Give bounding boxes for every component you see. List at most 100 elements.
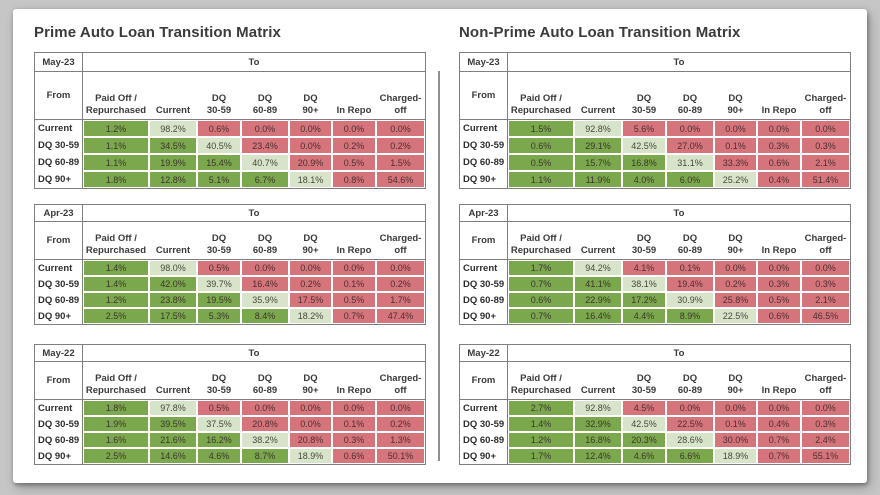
matrix-cell: 0.3% <box>758 277 800 291</box>
matrix-cell: 98.0% <box>150 261 196 275</box>
matrix-cell: 12.8% <box>150 172 196 187</box>
matrix-cell: 51.4% <box>802 172 849 187</box>
column-header: DQ 60-89 <box>241 222 289 260</box>
column-header-line: DQ <box>728 93 743 104</box>
row-label: DQ 90+ <box>35 171 83 188</box>
period-label: May-22 <box>35 345 83 362</box>
matrix-cell: 0.3% <box>333 433 375 447</box>
matrix-cell: 0.0% <box>715 401 756 415</box>
column-header-line: off <box>394 104 407 116</box>
matrix-cell: 15.7% <box>575 155 621 170</box>
column-header-line: 60-89 <box>677 244 703 256</box>
column-header-line: Repurchased <box>85 244 147 256</box>
column-header-line: DQ <box>257 233 273 244</box>
matrix-cell: 0.1% <box>715 417 756 431</box>
column-header-line: Repurchased <box>85 384 147 396</box>
matrix-cell: 20.8% <box>242 417 288 431</box>
row-label: Current <box>460 120 508 137</box>
matrix-cell: 4.6% <box>198 449 240 463</box>
column-header-line: In Repo <box>336 244 372 256</box>
column-header: Paid Off / Repurchased <box>508 222 574 260</box>
matrix-cell: 16.4% <box>575 309 621 323</box>
matrix-cell: 1.4% <box>84 277 148 291</box>
from-axis-label: From <box>460 72 508 120</box>
matrix-cell: 0.1% <box>667 261 713 275</box>
transition-matrix-non-prime-apr-23: Apr-23 To From Paid Off / Repurchased Current… <box>459 204 851 325</box>
column-header-line: 60-89 <box>677 384 703 396</box>
matrix-cell: 1.8% <box>84 401 148 415</box>
matrix-cell: 32.9% <box>575 417 621 431</box>
matrix-cell: 33.3% <box>715 155 756 170</box>
matrix-cell: 11.9% <box>575 172 621 187</box>
matrix-cell: 54.6% <box>377 172 424 187</box>
matrix-cell: 18.1% <box>290 172 331 187</box>
matrix-cell: 17.5% <box>150 309 196 323</box>
column-header: DQ 30-59 <box>622 222 666 260</box>
column-header-line: 30-59 <box>206 244 232 256</box>
column-header-line: off <box>819 104 832 116</box>
matrix-cell: 0.5% <box>333 155 375 170</box>
column-header-line: Current <box>155 244 191 256</box>
matrix-cell: 0.8% <box>333 172 375 187</box>
row-label: DQ 90+ <box>460 171 508 188</box>
matrix-cell: 20.8% <box>290 433 331 447</box>
matrix-cell: 4.5% <box>623 401 665 415</box>
matrix-cell: 1.7% <box>377 293 424 307</box>
column-header-line: Current <box>580 244 616 256</box>
column-header-line: 30-59 <box>631 384 657 396</box>
from-axis-label: From <box>460 362 508 400</box>
matrix-cell: 25.8% <box>715 293 756 307</box>
row-label: DQ 30-59 <box>35 137 83 154</box>
matrix-cell: 1.4% <box>509 417 573 431</box>
column-header-line: 60-89 <box>252 104 278 116</box>
matrix-cell: 22.5% <box>667 417 713 431</box>
column-header: Paid Off / Repurchased <box>83 362 149 400</box>
column-header-line: Current <box>580 104 616 116</box>
column-header-line: DQ <box>636 233 652 244</box>
column-header-line: Paid Off / <box>95 233 137 244</box>
prime-section-title: Prime Auto Loan Transition Matrix <box>34 24 281 41</box>
matrix-cell: 1.3% <box>377 433 424 447</box>
column-header-line: DQ <box>257 93 273 104</box>
column-header-line: DQ <box>211 93 227 104</box>
column-header-line: Repurchased <box>510 384 572 396</box>
matrix-cell: 2.5% <box>84 309 148 323</box>
matrix-cell: 0.0% <box>290 121 331 136</box>
matrix-cell: 0.0% <box>242 401 288 415</box>
matrix-cell: 0.0% <box>377 401 424 415</box>
matrix-cell: 0.0% <box>290 401 331 415</box>
row-label: Current <box>35 120 83 137</box>
matrix-cell: 1.2% <box>509 433 573 447</box>
matrix-cell: 8.7% <box>242 449 288 463</box>
matrix-cell: 0.3% <box>802 277 849 291</box>
column-header: In Repo <box>757 362 801 400</box>
matrix-cell: 0.1% <box>715 138 756 153</box>
matrix-cell: 47.4% <box>377 309 424 323</box>
matrix-cell: 38.1% <box>623 277 665 291</box>
matrix-cell: 16.2% <box>198 433 240 447</box>
to-axis-label: To <box>83 205 425 222</box>
column-header-line: DQ <box>303 233 318 244</box>
matrix-cell: 0.0% <box>290 417 331 431</box>
column-header: DQ 30-59 <box>197 222 241 260</box>
matrix-cell: 18.9% <box>715 449 756 463</box>
prime-section: Prime Auto Loan Transition Matrix May-23 T… <box>34 23 426 465</box>
column-header: DQ 60-89 <box>666 362 714 400</box>
matrix-cell: 6.0% <box>667 172 713 187</box>
matrix-cell: 35.9% <box>242 293 288 307</box>
matrix-cell: 0.0% <box>377 261 424 275</box>
column-header-line: off <box>394 384 407 396</box>
matrix-cell: 17.5% <box>290 293 331 307</box>
matrix-cell: 0.6% <box>758 155 800 170</box>
matrix-cell: 5.3% <box>198 309 240 323</box>
column-header: Charged-off <box>801 72 850 120</box>
matrix-cell: 19.9% <box>150 155 196 170</box>
matrix-cell: 92.8% <box>575 121 621 136</box>
row-label: DQ 30-59 <box>35 276 83 292</box>
column-header-line: DQ <box>728 233 743 244</box>
column-header: DQ 30-59 <box>622 362 666 400</box>
column-header-line: DQ <box>211 373 227 384</box>
column-header-line: Paid Off / <box>95 373 137 384</box>
row-label: Current <box>35 260 83 276</box>
transition-matrix-prime-may-23: May-23 To From Paid Off / Repurchased Current… <box>34 52 426 189</box>
